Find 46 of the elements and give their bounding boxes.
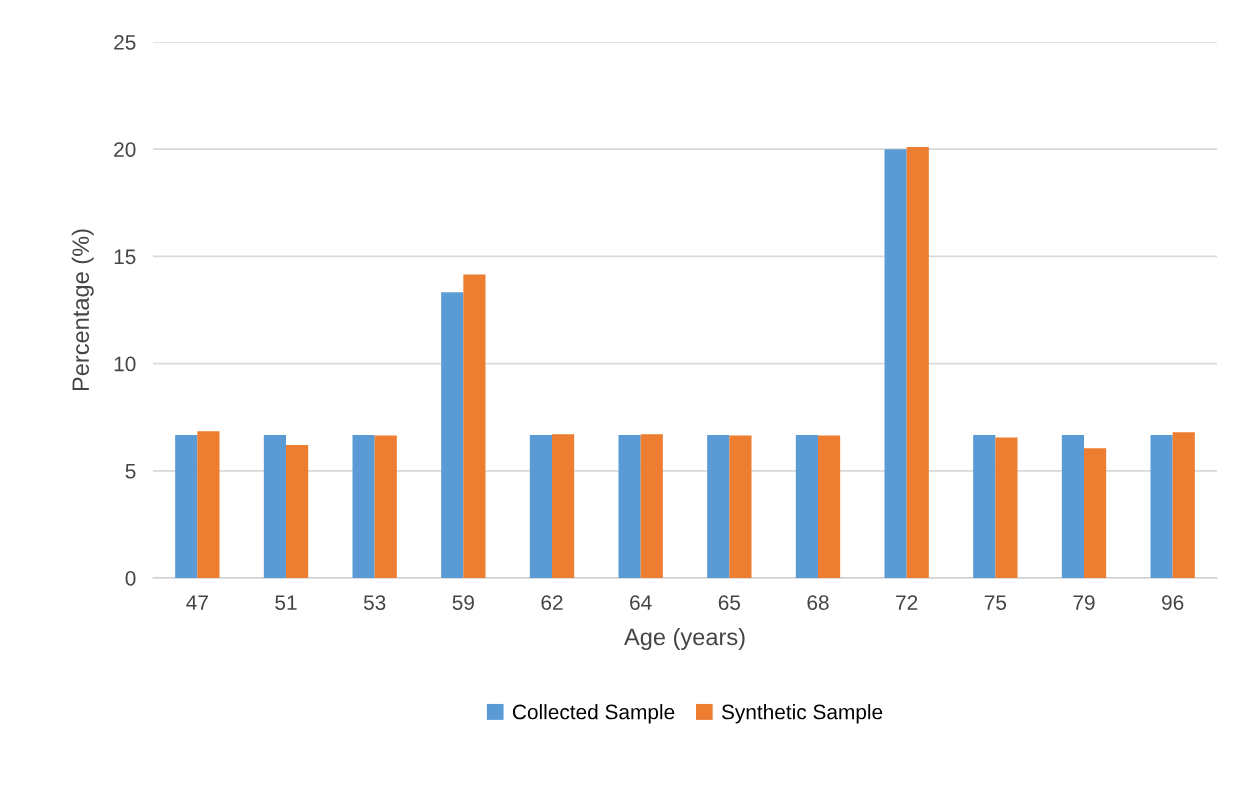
bar <box>352 435 375 578</box>
bar <box>640 434 663 578</box>
y-tick-label: 10 <box>114 356 136 372</box>
bar <box>463 274 486 578</box>
x-tick-label: 59 <box>452 595 474 610</box>
bar <box>263 435 286 578</box>
x-tick-label: 65 <box>718 595 741 610</box>
bar <box>441 292 464 578</box>
x-tick-label: 47 <box>186 595 208 610</box>
bar <box>818 435 841 578</box>
y-tick-label: 0 <box>125 571 136 586</box>
bar <box>1084 448 1107 578</box>
bar <box>707 435 730 578</box>
bar <box>286 445 309 578</box>
bar <box>618 435 641 578</box>
y-tick-label: 5 <box>125 464 136 479</box>
bar <box>1150 435 1173 578</box>
x-tick-label: 72 <box>896 595 918 610</box>
x-tick-label: 75 <box>984 595 1007 610</box>
y-tick-label: 20 <box>114 142 136 157</box>
bar <box>795 435 818 578</box>
bar <box>197 431 220 578</box>
bar <box>374 435 397 578</box>
bar <box>729 435 752 578</box>
bar <box>175 435 198 578</box>
bar <box>884 149 907 578</box>
bar <box>995 437 1018 578</box>
legend-label: Collected Sample <box>512 704 675 724</box>
bar <box>1172 432 1195 578</box>
x-tick-label: 62 <box>541 595 563 610</box>
x-tick-label: 79 <box>1073 595 1095 610</box>
x-axis-title: Age (years) <box>624 627 745 650</box>
y-tick-label: 15 <box>114 249 136 265</box>
bar <box>529 435 552 578</box>
bar <box>906 147 929 578</box>
legend-label: Synthetic Sample <box>721 704 883 724</box>
bar <box>552 434 575 578</box>
x-tick-label: 96 <box>1162 595 1184 610</box>
bar <box>1061 435 1084 578</box>
y-tick-label: 25 <box>114 35 136 50</box>
x-tick-label: 51 <box>275 595 297 610</box>
bar <box>973 435 996 578</box>
x-tick-label: 64 <box>630 595 652 610</box>
y-axis-title: Percentage (%) <box>71 229 94 391</box>
x-tick-label: 68 <box>807 595 829 610</box>
x-tick-label: 53 <box>363 595 386 610</box>
